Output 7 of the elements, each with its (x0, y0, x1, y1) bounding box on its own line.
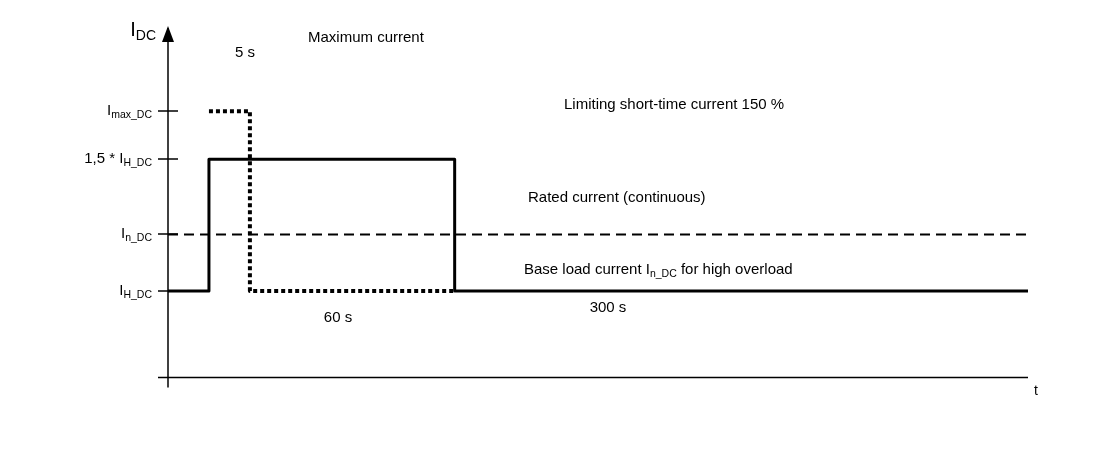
annotation: 60 s (323, 308, 353, 326)
x-axis-title: t (1034, 382, 1038, 399)
annotation: 300 s (589, 298, 627, 316)
text: 5 s (235, 43, 256, 61)
annotation: Limiting short-time current 150 % (564, 95, 785, 113)
annotation: Rated current (continuous) (528, 188, 706, 206)
text: Maximum current (308, 28, 425, 46)
